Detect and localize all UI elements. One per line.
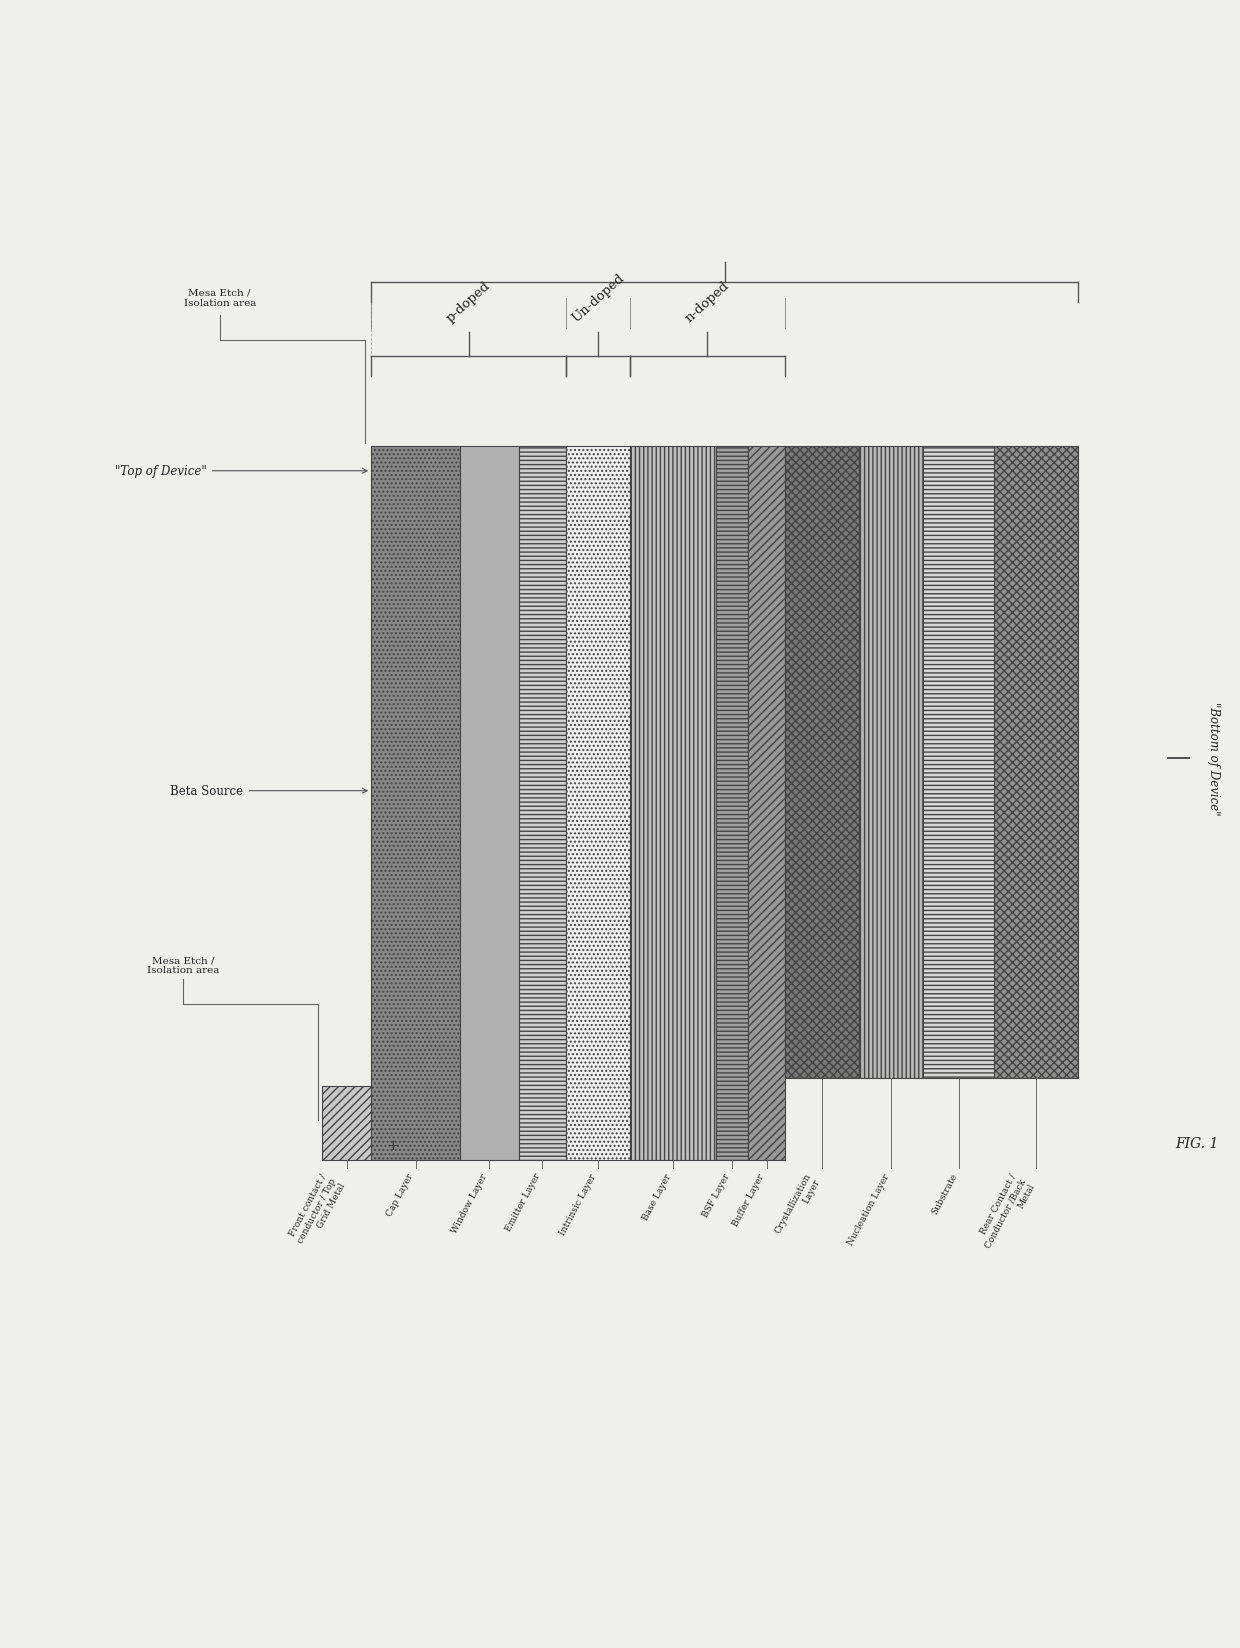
Text: Emitter Layer: Emitter Layer bbox=[505, 1172, 542, 1233]
Bar bbox=[565, 447, 630, 1160]
Text: BSF Layer: BSF Layer bbox=[702, 1172, 732, 1218]
Bar bbox=[785, 447, 859, 1078]
Text: Rear Contact /
Conductor /Back
Metal: Rear Contact / Conductor /Back Metal bbox=[973, 1172, 1037, 1254]
Text: Buffer Layer: Buffer Layer bbox=[732, 1172, 766, 1226]
Text: "Bottom of Device": "Bottom of Device" bbox=[1208, 702, 1220, 816]
Text: n-doped: n-doped bbox=[683, 279, 732, 325]
Bar bbox=[460, 447, 520, 1160]
Text: Window Layer: Window Layer bbox=[450, 1172, 490, 1234]
Bar bbox=[748, 447, 785, 1160]
Text: Substrate: Substrate bbox=[930, 1172, 959, 1216]
Text: Base Layer: Base Layer bbox=[641, 1172, 673, 1221]
Text: FIG. 1: FIG. 1 bbox=[1174, 1137, 1218, 1150]
Text: +: + bbox=[386, 1137, 399, 1152]
Bar bbox=[923, 447, 994, 1078]
Bar bbox=[715, 447, 748, 1160]
Text: Mesa Etch /
Isolation area: Mesa Etch / Isolation area bbox=[146, 956, 219, 976]
Bar bbox=[859, 447, 923, 1078]
Text: Un-doped: Un-doped bbox=[569, 272, 626, 325]
Text: Mesa Etch /
Isolation area: Mesa Etch / Isolation area bbox=[184, 288, 255, 308]
Bar bbox=[994, 447, 1079, 1078]
Bar bbox=[520, 447, 565, 1160]
Text: Crystallization
Layer: Crystallization Layer bbox=[774, 1172, 822, 1239]
Bar bbox=[630, 447, 715, 1160]
Text: Front contact /
conductor / Top
Grid Metal: Front contact / conductor / Top Grid Met… bbox=[286, 1172, 346, 1249]
Text: p-doped: p-doped bbox=[444, 279, 494, 325]
Bar bbox=[371, 447, 460, 1160]
Text: Intrinsic Layer: Intrinsic Layer bbox=[558, 1172, 598, 1236]
Text: Cap Layer: Cap Layer bbox=[386, 1172, 415, 1218]
Text: Beta Source: Beta Source bbox=[170, 784, 367, 798]
Bar bbox=[322, 1086, 371, 1160]
Text: "Top of Device": "Top of Device" bbox=[115, 465, 367, 478]
Text: Nucleation Layer: Nucleation Layer bbox=[846, 1172, 892, 1246]
